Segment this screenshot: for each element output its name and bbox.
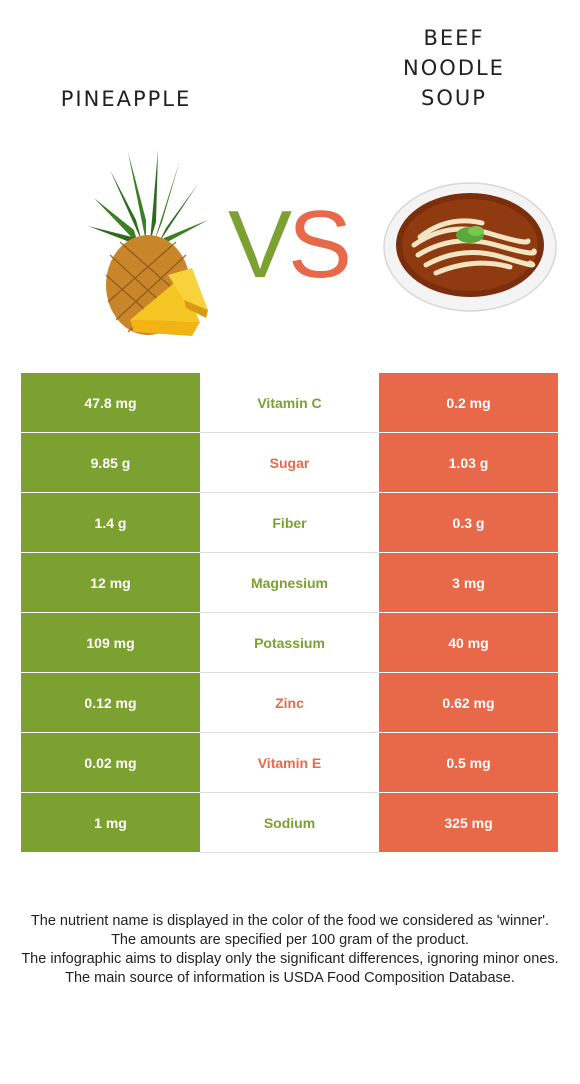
right-value-cell: 40 mg [379, 613, 558, 672]
nutrient-name-cell: Sugar [200, 433, 379, 493]
right-value-cell: 3 mg [379, 553, 558, 612]
footnotes: The nutrient name is displayed in the co… [20, 912, 560, 988]
table-row: 1 mg Sodium 325 mg [21, 793, 558, 853]
table-row: 1.4 g Fiber 0.3 g [21, 493, 558, 553]
left-value-cell: 1 mg [21, 793, 200, 852]
footnote-line: The amounts are specified per 100 gram o… [111, 932, 469, 948]
nutrient-name-cell: Potassium [200, 613, 379, 673]
left-value-cell: 0.02 mg [21, 733, 200, 792]
right-value-cell: 0.5 mg [379, 733, 558, 792]
nutrient-name-cell: Magnesium [200, 553, 379, 613]
beef-noodle-soup-image [383, 182, 557, 312]
right-value-cell: 325 mg [379, 793, 558, 852]
right-value-cell: 0.62 mg [379, 673, 558, 732]
right-value-cell: 0.3 g [379, 493, 558, 552]
left-value-cell: 1.4 g [21, 493, 200, 552]
pineapple-image [88, 150, 208, 336]
table-row: 9.85 g Sugar 1.03 g [21, 433, 558, 493]
left-value-cell: 109 mg [21, 613, 200, 672]
footnote-line: The main source of information is USDA F… [65, 970, 515, 986]
scallion-garnish-icon [456, 226, 484, 243]
left-value-cell: 12 mg [21, 553, 200, 612]
vs-label: VS [218, 190, 358, 300]
pineapple-leaves-icon [88, 150, 208, 246]
vs-s-letter: S [288, 191, 352, 298]
right-value-cell: 0.2 mg [379, 373, 558, 432]
right-value-cell: 1.03 g [379, 433, 558, 492]
table-row: 0.12 mg Zinc 0.62 mg [21, 673, 558, 733]
table-row: 12 mg Magnesium 3 mg [21, 553, 558, 613]
left-value-cell: 0.12 mg [21, 673, 200, 732]
nutrient-name-cell: Fiber [200, 493, 379, 553]
table-row: 47.8 mg Vitamin C 0.2 mg [21, 373, 558, 433]
nutrient-name-cell: Zinc [200, 673, 379, 733]
right-food-title: BEEF NOODLE SOUP [354, 23, 554, 113]
table-row: 109 mg Potassium 40 mg [21, 613, 558, 673]
right-food-title-line: SOUP [421, 86, 487, 110]
right-food-title-line: BEEF [423, 26, 485, 50]
footnote-line: The infographic aims to display only the… [21, 951, 559, 967]
vs-v-letter: V [227, 191, 292, 298]
right-food-title-line: NOODLE [403, 56, 505, 80]
nutrient-name-cell: Sodium [200, 793, 379, 853]
left-value-cell: 9.85 g [21, 433, 200, 492]
left-food-title: PINEAPPLE [60, 87, 192, 111]
left-value-cell: 47.8 mg [21, 373, 200, 432]
footnote-line: The nutrient name is displayed in the co… [30, 913, 550, 929]
table-row: 0.02 mg Vitamin E 0.5 mg [21, 733, 558, 793]
nutrient-name-cell: Vitamin E [200, 733, 379, 793]
nutrient-name-cell: Vitamin C [200, 373, 379, 433]
